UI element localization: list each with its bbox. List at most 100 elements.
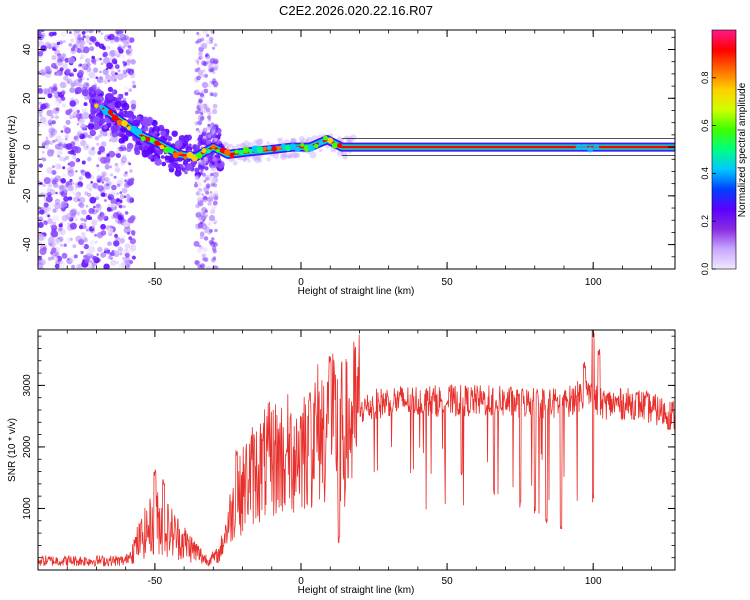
ridge-node — [238, 149, 245, 156]
spectrum-blob — [44, 66, 51, 72]
spectrum-blob — [66, 183, 70, 186]
spectrum-blob — [89, 215, 93, 219]
spectrum-blob — [228, 144, 233, 148]
spectrum-blob — [85, 183, 93, 191]
spectrum-blob — [38, 199, 42, 204]
spectrum-blob — [266, 141, 270, 145]
spectrum-blob — [115, 30, 120, 35]
spectrum-blob — [123, 97, 127, 101]
spectrum-blob — [203, 88, 209, 94]
spectrum-blob — [103, 250, 107, 254]
spectrogram-x-ticks: -50 0 50 100 — [37, 30, 653, 288]
spectrum-blob — [91, 59, 95, 63]
spectrum-blob — [123, 86, 128, 90]
spectrum-blob — [91, 211, 95, 216]
ridge-node — [294, 146, 301, 152]
spectrum-blob — [105, 183, 109, 187]
x-tick-label: 50 — [442, 576, 454, 587]
ridge-node — [262, 146, 267, 151]
spectrum-blob — [60, 130, 64, 133]
spectrum-blob — [87, 123, 95, 130]
ridge-node — [145, 136, 151, 142]
spectrum-blob — [53, 83, 58, 88]
spectrum-blob — [290, 151, 298, 159]
spectrum-blob — [209, 228, 213, 233]
spectrum-blob — [125, 180, 132, 188]
spectrum-blob — [102, 193, 106, 197]
spectrum-blob — [131, 232, 136, 236]
spectrum-blob — [76, 211, 81, 216]
spectrum-blob — [58, 100, 62, 104]
spectrum-blob — [124, 247, 128, 252]
spectrum-blob — [95, 76, 98, 79]
spectrum-blob — [55, 72, 60, 77]
spectrum-blob — [77, 184, 81, 189]
spectrum-blob — [39, 113, 43, 118]
spectrum-blob — [82, 259, 85, 263]
spectrum-blob — [107, 181, 112, 186]
spectrum-blob — [178, 135, 186, 142]
spectrum-blob — [87, 192, 92, 198]
spectrum-blob — [204, 209, 208, 213]
spectrum-blob — [209, 241, 216, 247]
spectrum-blob — [72, 31, 78, 37]
spectrum-blob — [82, 126, 86, 131]
ridge-node — [323, 135, 328, 141]
y-tick-label: 0 — [22, 144, 33, 150]
spectrum-blob — [60, 141, 65, 147]
ridge-node — [206, 149, 211, 154]
spectrum-blob — [59, 184, 66, 190]
spectrum-blob — [129, 72, 136, 79]
spectrum-blob — [201, 210, 204, 214]
spectrum-blob — [244, 156, 248, 160]
ridge-node — [587, 146, 594, 153]
spectrum-blob — [201, 193, 204, 196]
spectrum-blob — [64, 57, 70, 63]
spectrum-blob — [279, 137, 283, 141]
spectrum-blob — [61, 91, 66, 95]
spectrum-blob — [76, 130, 83, 137]
ridge-node — [183, 155, 188, 160]
spectrum-blob — [97, 30, 101, 33]
spectrum-blob — [298, 135, 305, 142]
spectrum-blob — [89, 259, 93, 263]
spectrum-blob — [69, 255, 76, 263]
spectrum-blob — [117, 214, 125, 222]
spectrum-blob — [117, 246, 124, 252]
ridge-node — [242, 146, 250, 154]
spectrum-blob — [39, 266, 44, 269]
spectrum-blob — [207, 63, 214, 70]
spectrum-blob — [251, 154, 258, 161]
spectrum-blob — [60, 201, 68, 208]
spectrum-blob — [204, 229, 208, 233]
spectrum-blob — [78, 239, 85, 245]
spectrum-blob — [111, 58, 118, 64]
colorbar-gradient — [712, 30, 736, 269]
spectrum-blob — [62, 166, 66, 170]
spectrum-blob — [130, 59, 136, 65]
spectrum-blob — [125, 111, 132, 118]
spectrum-blob — [108, 33, 115, 41]
spectrum-blob — [64, 155, 70, 160]
spectrum-blob — [208, 123, 211, 127]
spectrum-blob — [213, 219, 218, 224]
spectrum-blob — [69, 161, 76, 168]
spectrum-blob — [206, 139, 212, 145]
spectrum-blob — [43, 197, 47, 201]
spectrum-blob — [164, 155, 170, 160]
spectrum-blob — [206, 33, 210, 38]
spectrum-blob — [72, 86, 75, 89]
spectrum-blob — [96, 176, 101, 181]
colorbar-tick-label: 0.4 — [700, 167, 710, 180]
spectrum-blob — [212, 46, 215, 50]
x-tick-label: -50 — [148, 576, 163, 587]
spectrum-blob — [104, 164, 110, 170]
spectrum-blob — [54, 253, 58, 257]
spectrum-blob — [69, 72, 74, 76]
spectrum-blob — [149, 127, 153, 131]
spectrum-blob — [81, 89, 89, 97]
spectrum-blob — [89, 36, 95, 42]
spectrum-blob — [118, 204, 123, 209]
spectrum-blob — [82, 35, 86, 39]
spectrum-blob — [96, 253, 99, 256]
